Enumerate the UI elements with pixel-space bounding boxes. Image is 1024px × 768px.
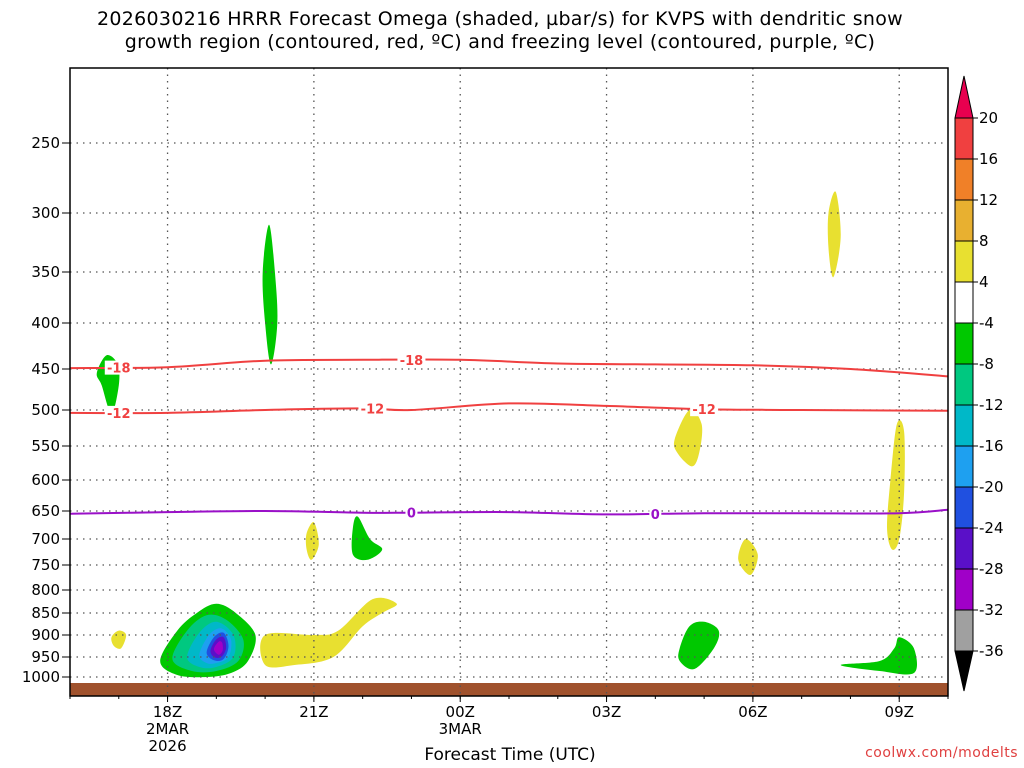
dgz-minus-18-label-0: -18 <box>107 362 131 377</box>
x-tick-label-4: 06Z <box>738 703 767 721</box>
colorbar-segment-2 <box>954 158 974 201</box>
y-tick-label-300: 300 <box>31 204 60 222</box>
colorbar-segment-10 <box>954 486 974 529</box>
dgz-minus-18-label-bg <box>397 352 426 367</box>
x-tick-label-2: 00Z <box>446 703 475 721</box>
x-tick-sublabel-2-0: 3MAR <box>439 720 482 738</box>
y-tick-label-900: 900 <box>31 626 60 644</box>
colorbar-label-1: 16 <box>979 150 998 168</box>
credit-text[interactable]: coolwx.com/modelts <box>865 745 1018 761</box>
x-tick-sublabel-0-1: 2026 <box>148 737 186 755</box>
colorbar-bottom-arrow <box>954 650 974 692</box>
y-tick-label-350: 350 <box>31 263 60 281</box>
sinking-omega-0500z-mid <box>673 409 703 467</box>
x-tick-label-3: 03Z <box>592 703 621 721</box>
colorbar-segment-13 <box>954 609 974 652</box>
freezing-level-label-bg <box>405 505 418 520</box>
upward-omega-0900z <box>840 637 918 675</box>
omega-shading <box>96 191 918 678</box>
y-tick-label-550: 550 <box>31 437 60 455</box>
dgz-minus-18-label-bg <box>104 360 133 375</box>
upward-omega-2000z-upper <box>262 224 278 365</box>
colorbar-label-11: -28 <box>979 560 1004 578</box>
x-tick-sublabel-0-0: 2MAR <box>146 720 189 738</box>
dgz-minus-12-label-bg <box>358 401 387 416</box>
y-tick-label-1000: 1000 <box>22 668 60 686</box>
freezing-level-line <box>70 508 948 516</box>
colorbar-segment-9 <box>954 445 974 488</box>
sinking-omega-0900z-column <box>886 420 905 550</box>
y-tick-label-850: 850 <box>31 604 60 622</box>
upward-omega-0500z <box>678 621 720 670</box>
dgz-minus-12-label-0: -12 <box>107 407 131 422</box>
x-tick-label-5: 09Z <box>885 703 914 721</box>
y-tick-label-800: 800 <box>31 581 60 599</box>
plot-frame <box>69 67 949 697</box>
freezing-level-label-1: 0 <box>651 508 660 523</box>
dgz-minus-12-label-1: -12 <box>361 403 385 418</box>
y-tick-label-600: 600 <box>31 471 60 489</box>
colorbar-label-9: -20 <box>979 478 1004 496</box>
dgz-minus-12-label-2: -12 <box>692 403 716 418</box>
upward-omega-1900z-core-purple <box>213 641 223 655</box>
colorbar-segment-11 <box>954 527 974 570</box>
sinking-omega-1700z <box>111 630 127 649</box>
chart-title: 2026030216 HRRR Forecast Omega (shaded, … <box>0 8 1000 54</box>
y-tick-label-750: 750 <box>31 556 60 574</box>
title-line-1: 2026030216 HRRR Forecast Omega (shaded, … <box>96 8 904 30</box>
dgz-minus-18-line <box>70 358 948 378</box>
colorbar-segment-12 <box>954 568 974 611</box>
colorbar-label-13: -36 <box>979 642 1004 660</box>
surface-ground <box>70 683 948 696</box>
sinking-omega-2100z-small <box>305 521 319 560</box>
colorbar: 20 16 12 8 4 -4 -8 -12 -16 -20 -24 -28 -32 -36 <box>954 75 1004 692</box>
colorbar-segment-4 <box>954 240 974 283</box>
title-line-2: growth region (contoured, red, ºC) and f… <box>124 31 876 53</box>
x-tick-label-1: 21Z <box>299 703 328 721</box>
colorbar-label-10: -24 <box>979 519 1004 537</box>
colorbar-label-12: -32 <box>979 601 1004 619</box>
colorbar-label-3: 8 <box>979 232 989 250</box>
y-tick-label-250: 250 <box>31 134 60 152</box>
colorbar-segment-8 <box>954 404 974 447</box>
colorbar-segment-3 <box>954 199 974 242</box>
colorbar-top-arrow <box>954 75 974 119</box>
temperature-contours: -18 -18 -12 -12 -12 0 0 <box>70 352 948 523</box>
colorbar-label-4: 4 <box>979 273 989 291</box>
colorbar-label-7: -12 <box>979 396 1004 414</box>
colorbar-label-2: 12 <box>979 191 998 209</box>
dgz-minus-12-line <box>70 402 948 415</box>
dgz-minus-12-label-bg <box>690 402 719 417</box>
sinking-omega-2200z-low <box>260 597 397 668</box>
upward-omega-2200z <box>351 516 383 561</box>
colorbar-label-0: 20 <box>979 109 998 127</box>
sinking-omega-0800z-upper <box>827 191 841 278</box>
y-tick-label-950: 950 <box>31 648 60 666</box>
x-axis-title: Forecast Time (UTC) <box>424 745 596 765</box>
dgz-minus-12-label-bg <box>104 405 133 420</box>
x-tick-label-0: 18Z <box>153 703 182 721</box>
colorbar-label-8: -16 <box>979 437 1004 455</box>
colorbar-segment-6 <box>954 322 974 365</box>
y-tick-label-650: 650 <box>31 502 60 520</box>
colorbar-segment-5 <box>954 281 974 324</box>
sinking-omega-0700z <box>738 538 758 576</box>
colorbar-label-5: -4 <box>979 314 994 332</box>
grid-lines <box>70 68 948 696</box>
y-tick-label-500: 500 <box>31 401 60 419</box>
y-tick-label-700: 700 <box>31 530 60 548</box>
y-tick-label-400: 400 <box>31 314 60 332</box>
y-tick-label-450: 450 <box>31 360 60 378</box>
colorbar-segment-7 <box>954 363 974 406</box>
y-axis: 250 300 350 400 450 500 550 600 650 700 750 800 850 9… <box>22 134 70 686</box>
freezing-level-label-bg <box>649 506 662 521</box>
dgz-minus-18-label-1: -18 <box>400 354 424 369</box>
freezing-level-label-0: 0 <box>407 507 416 522</box>
colorbar-segment-1 <box>954 117 974 160</box>
colorbar-label-6: -8 <box>979 355 994 373</box>
